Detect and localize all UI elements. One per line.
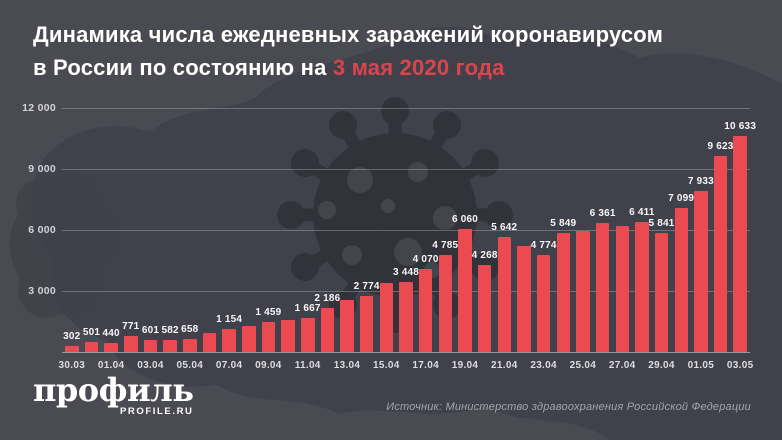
bar-value-label: 7 099 bbox=[668, 192, 695, 204]
x-axis-tick: 15.04 bbox=[373, 360, 400, 371]
bar-value-label: 1 667 bbox=[294, 303, 321, 315]
bar bbox=[104, 343, 118, 352]
bar bbox=[615, 225, 629, 352]
bar-value-label: 440 bbox=[102, 328, 120, 340]
bar bbox=[595, 222, 610, 352]
bar-value-label: 6 060 bbox=[451, 213, 479, 225]
profile-logo: профиль PROFILE.RU bbox=[33, 374, 194, 417]
bar-value-label: 6 411 bbox=[629, 206, 655, 218]
x-axis-tick: 01.04 bbox=[97, 360, 125, 371]
x-axis-tick: 30.03 bbox=[58, 360, 86, 371]
bar bbox=[674, 207, 688, 352]
bar bbox=[301, 318, 315, 352]
x-axis-tick: 23.04 bbox=[530, 360, 557, 371]
y-axis-tick: 12 000 bbox=[22, 102, 56, 114]
header: Динамика числа ежедневных заражений коро… bbox=[33, 18, 663, 84]
bar-value-label: 1 459 bbox=[255, 307, 282, 319]
bar bbox=[340, 299, 354, 352]
bar bbox=[517, 245, 531, 352]
bar bbox=[202, 332, 217, 352]
bar bbox=[497, 237, 511, 352]
bar bbox=[65, 345, 79, 352]
bar-value-label: 601 bbox=[141, 324, 160, 336]
x-axis-tick: 21.04 bbox=[491, 360, 518, 371]
bar bbox=[379, 283, 394, 352]
x-axis-tick: 13.04 bbox=[333, 360, 361, 371]
source-attribution: Источник: Министерство здравоохранения Р… bbox=[386, 401, 751, 413]
bar-value-label: 7 933 bbox=[687, 175, 714, 187]
bar bbox=[536, 254, 551, 352]
bar-value-label: 2 774 bbox=[353, 280, 380, 292]
x-axis-tick: 01.05 bbox=[687, 360, 715, 371]
x-axis-tick: 29.04 bbox=[648, 360, 675, 371]
bar bbox=[124, 336, 138, 352]
gridline bbox=[62, 169, 750, 170]
bar-value-label: 9 623 bbox=[707, 141, 734, 153]
bar-value-label: 4 785 bbox=[432, 239, 459, 251]
bar-value-label: 5 841 bbox=[648, 218, 675, 230]
bar-value-label: 5 849 bbox=[550, 218, 577, 230]
x-axis-tick: 07.04 bbox=[215, 360, 243, 371]
bar-value-label: 2 186 bbox=[314, 292, 341, 304]
bar-value-label: 5 642 bbox=[491, 222, 518, 234]
bar bbox=[143, 339, 158, 352]
x-axis-tick: 17.04 bbox=[412, 360, 439, 371]
gridline bbox=[62, 230, 750, 231]
bar-value-label: 4 774 bbox=[530, 239, 557, 251]
bar bbox=[163, 340, 177, 352]
bar-value-label: 3 448 bbox=[392, 266, 420, 278]
bar-value-label: 501 bbox=[82, 326, 101, 338]
bar bbox=[635, 221, 649, 352]
bar bbox=[183, 338, 197, 352]
bar bbox=[556, 233, 570, 352]
bar-value-label: 10 633 bbox=[724, 120, 757, 132]
x-axis-tick: 25.04 bbox=[569, 360, 597, 371]
x-axis-tick: 09.04 bbox=[255, 360, 282, 371]
bar bbox=[418, 269, 433, 352]
bar bbox=[281, 320, 295, 352]
bar-value-label: 1 154 bbox=[216, 313, 243, 325]
bar bbox=[576, 230, 590, 352]
bar bbox=[320, 307, 335, 352]
bar bbox=[84, 341, 99, 352]
bar-value-label: 582 bbox=[161, 325, 179, 337]
bar-value-label: 4 070 bbox=[412, 254, 439, 266]
x-axis-baseline bbox=[62, 352, 750, 353]
bar bbox=[654, 233, 669, 352]
x-axis-tick: 27.04 bbox=[608, 360, 636, 371]
bar bbox=[713, 156, 728, 352]
bar bbox=[242, 326, 256, 352]
bar bbox=[694, 190, 708, 352]
bar bbox=[477, 265, 492, 352]
bar bbox=[359, 295, 374, 352]
bar-value-label: 771 bbox=[122, 321, 140, 333]
bar bbox=[261, 322, 276, 352]
bar-value-label: 6 361 bbox=[589, 207, 616, 219]
bar bbox=[438, 254, 453, 352]
x-axis-tick: 03.04 bbox=[137, 360, 164, 371]
gridline bbox=[62, 108, 750, 109]
bar bbox=[733, 135, 747, 352]
x-axis-tick: 05.04 bbox=[176, 360, 204, 371]
bar bbox=[399, 281, 413, 352]
x-axis-tick: 03.05 bbox=[726, 360, 754, 371]
title-date: 3 мая 2020 года bbox=[332, 55, 505, 80]
title-line2-prefix: в России по состоянию на bbox=[33, 55, 333, 80]
bar bbox=[458, 228, 472, 352]
y-axis-tick: 6 000 bbox=[28, 224, 56, 236]
x-axis-tick: 11.04 bbox=[294, 360, 321, 371]
logo-subtitle: PROFILE.RU bbox=[119, 406, 194, 417]
y-axis-tick: 9 000 bbox=[28, 163, 56, 175]
logo-wordmark: профиль bbox=[33, 371, 194, 409]
title-line1: Динамика числа ежедневных заражений коро… bbox=[33, 22, 664, 47]
page-title: Динамика числа ежедневных заражений коро… bbox=[33, 18, 663, 84]
bar-value-label: 302 bbox=[63, 330, 81, 342]
x-axis-tick: 19.04 bbox=[451, 360, 479, 371]
bar-value-label: 4 268 bbox=[471, 250, 498, 262]
y-axis-tick: 3 000 bbox=[28, 285, 56, 297]
bar-value-label: 658 bbox=[181, 323, 199, 335]
bar bbox=[222, 328, 236, 352]
